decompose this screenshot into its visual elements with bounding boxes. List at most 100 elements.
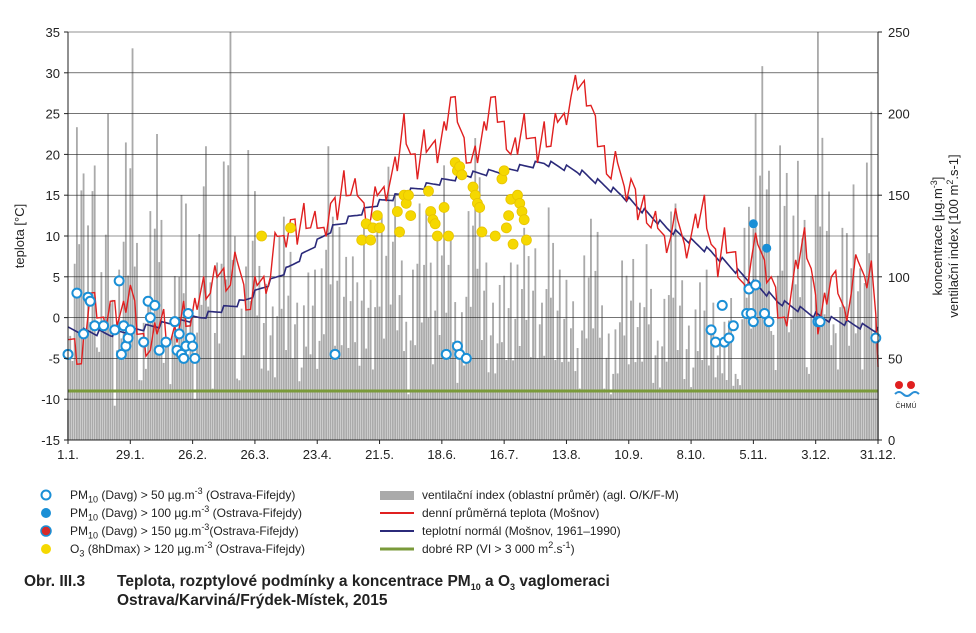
ventilation-bar — [850, 268, 853, 440]
ventilation-bar — [162, 362, 165, 440]
ventilation-bar — [391, 241, 394, 440]
ventilation-bar — [483, 290, 486, 440]
ventilation-bar — [707, 365, 710, 440]
pm10-50-marker — [763, 316, 775, 328]
ventilation-bar — [240, 308, 243, 440]
pm10-50-marker — [460, 352, 472, 364]
ventilation-bar — [265, 283, 267, 440]
ventilation-bar — [710, 329, 713, 440]
ventilation-bar — [285, 350, 287, 440]
x-tick-label: 3.12. — [801, 447, 830, 462]
pm10-50-marker — [329, 348, 341, 360]
ventilation-bar — [182, 293, 185, 440]
ventilation-bar — [69, 335, 72, 440]
ventilation-bar — [222, 161, 225, 440]
ventilation-bar — [507, 308, 510, 440]
pm10-50-marker — [113, 275, 125, 287]
ventilation-bar — [529, 357, 532, 440]
ventilation-bar — [523, 227, 526, 440]
ventilation-bar — [752, 228, 755, 440]
ventilation-bar — [485, 262, 488, 440]
ventilation-bar — [712, 302, 715, 440]
o3-marker — [423, 185, 434, 197]
ventilation-bar — [367, 307, 370, 440]
ventilation-bar — [534, 248, 537, 440]
ventilation-bar — [369, 279, 372, 440]
ventilation-bar — [696, 351, 699, 440]
x-tick-label: 10.9. — [614, 447, 643, 462]
ventilation-bar — [124, 142, 127, 440]
ventilation-bar — [743, 227, 746, 440]
ventilation-bar — [825, 230, 828, 440]
x-axis-ticks: 1.1. 29.1. 26.2. 26.3. 23.4. 21.5. 18.6. 16.7. 1… — [57, 440, 896, 462]
ventilation-bar — [282, 216, 285, 440]
pm10-50-marker — [716, 299, 728, 311]
concentration-markers — [62, 157, 882, 364]
svg-text:ČHMÚ: ČHMÚ — [896, 401, 917, 410]
ventilation-bar — [779, 145, 781, 441]
o3-marker — [500, 222, 512, 234]
ventilation-bar — [650, 288, 652, 440]
ventilation-bar — [340, 345, 343, 440]
ventilation-bar — [358, 365, 361, 440]
ventilation-bar — [614, 329, 617, 440]
pm10-50-marker — [173, 328, 185, 340]
ventilation-bar — [258, 265, 261, 440]
ventilation-bar — [267, 370, 270, 440]
ventilation-bar — [681, 280, 684, 440]
ventilation-bar — [679, 305, 681, 440]
ventilation-bar — [868, 253, 871, 440]
ventilation-bar — [71, 360, 74, 440]
ventilation-bar — [478, 177, 481, 441]
hollow-circle-icon — [40, 489, 52, 501]
ventilation-bar — [812, 318, 815, 440]
green-line-icon — [380, 547, 414, 551]
pm10-50-marker — [109, 324, 121, 336]
pm10-50-marker — [750, 279, 762, 291]
x-tick-label: 18.6. — [427, 447, 456, 462]
ventilation-bar — [865, 162, 868, 440]
ventilation-bar — [638, 302, 641, 440]
ventilation-bar — [456, 382, 459, 440]
ventilation-bar — [845, 233, 848, 440]
ventilation-bar — [314, 269, 316, 440]
ventilation-bar — [670, 211, 672, 440]
ventilation-bar — [374, 307, 376, 440]
ventilation-bar — [792, 215, 795, 440]
temperature-line — [67, 74, 879, 368]
ventilation-bar — [687, 325, 690, 440]
ventilation-bar — [558, 269, 561, 440]
ventilation-bar — [532, 290, 534, 440]
ventilation-bar — [251, 240, 254, 440]
ventilation-bar — [427, 317, 430, 440]
pm10-50-marker — [98, 320, 110, 332]
o3-marker — [403, 189, 414, 201]
ventilation-bar — [345, 256, 348, 440]
red-line-icon — [380, 512, 414, 514]
pm10-50-marker — [727, 320, 739, 332]
ventilation-bar — [509, 262, 512, 440]
o3-marker — [518, 214, 530, 226]
ventilation-bar — [89, 321, 92, 440]
ventilation-bar — [220, 263, 223, 440]
navy-line-icon — [380, 530, 414, 532]
ventilation-bar — [249, 300, 252, 440]
ventilation-bar — [572, 301, 575, 440]
ventilation-bar — [489, 335, 492, 440]
ventilation-bar — [331, 216, 334, 440]
ventilation-bar — [570, 328, 572, 440]
gray-bar-icon — [380, 491, 414, 500]
pm10-50-marker — [705, 324, 717, 336]
o3-marker — [405, 210, 417, 222]
ventilation-bar — [305, 346, 308, 440]
ventilation-bar — [574, 371, 577, 440]
ventilation-bar — [463, 365, 466, 440]
ventilation-bar — [209, 282, 212, 440]
ventilation-bar — [207, 306, 210, 440]
ventilation-bar — [416, 263, 419, 440]
ventilation-bar — [810, 275, 813, 440]
ventilation-bar — [104, 234, 107, 440]
ventilation-bar — [756, 280, 759, 440]
ventilation-bar — [828, 191, 830, 440]
o3-marker — [365, 234, 377, 246]
